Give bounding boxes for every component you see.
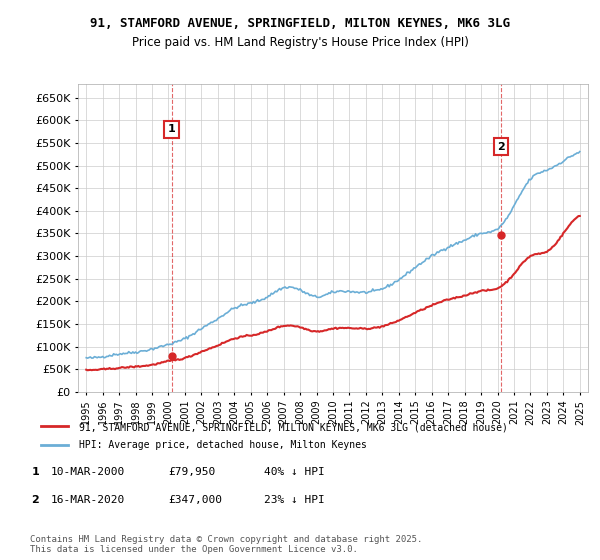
Text: 40% ↓ HPI: 40% ↓ HPI [264,466,325,477]
Text: 10-MAR-2000: 10-MAR-2000 [51,466,125,477]
Text: £79,950: £79,950 [168,466,215,477]
Text: 16-MAR-2020: 16-MAR-2020 [51,494,125,505]
Text: 1: 1 [32,467,39,477]
Text: HPI: Average price, detached house, Milton Keynes: HPI: Average price, detached house, Milt… [79,441,367,450]
Text: 23% ↓ HPI: 23% ↓ HPI [264,494,325,505]
Text: £347,000: £347,000 [168,494,222,505]
Text: 91, STAMFORD AVENUE, SPRINGFIELD, MILTON KEYNES, MK6 3LG (detached house): 91, STAMFORD AVENUE, SPRINGFIELD, MILTON… [79,422,508,432]
Text: Price paid vs. HM Land Registry's House Price Index (HPI): Price paid vs. HM Land Registry's House … [131,36,469,49]
Text: 2: 2 [32,495,39,505]
Text: 91, STAMFORD AVENUE, SPRINGFIELD, MILTON KEYNES, MK6 3LG: 91, STAMFORD AVENUE, SPRINGFIELD, MILTON… [90,17,510,30]
Text: 1: 1 [168,124,175,134]
Text: 2: 2 [497,142,505,152]
Text: Contains HM Land Registry data © Crown copyright and database right 2025.
This d: Contains HM Land Registry data © Crown c… [30,535,422,554]
